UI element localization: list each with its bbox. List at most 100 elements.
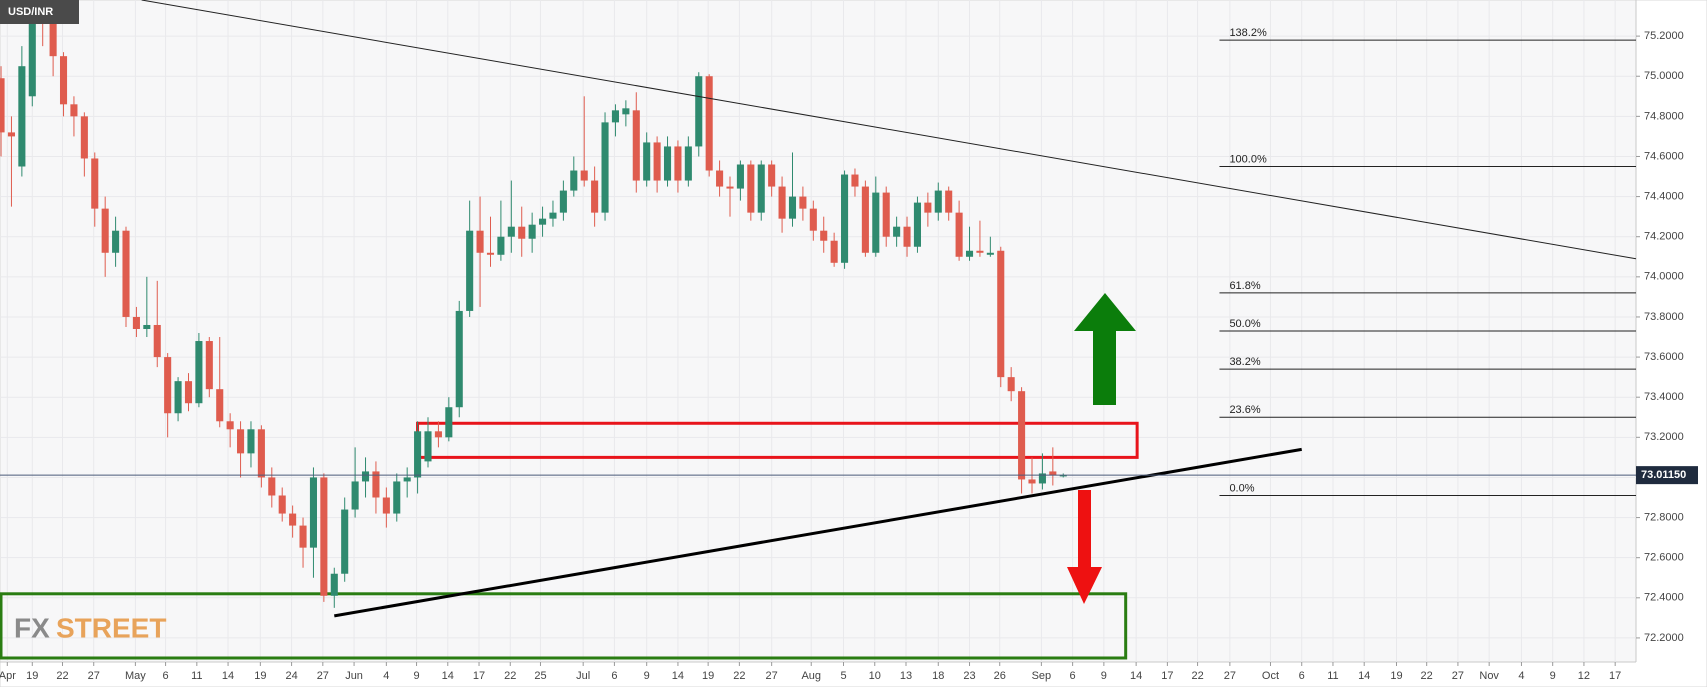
x-tick-label: 26 xyxy=(994,670,1006,682)
candle-body xyxy=(799,196,807,209)
candle-body xyxy=(49,22,57,57)
x-tick-label: 19 xyxy=(702,670,714,682)
candle-body xyxy=(903,226,911,247)
candle-body xyxy=(632,110,640,181)
candle-body xyxy=(580,170,588,181)
x-tick-label: 10 xyxy=(869,670,881,682)
x-tick-label: 11 xyxy=(1327,670,1338,682)
candle-body xyxy=(184,381,193,404)
candle-body xyxy=(216,389,224,422)
candle-body xyxy=(153,324,161,358)
candle-body xyxy=(716,170,724,187)
x-tick-label: 4 xyxy=(383,670,389,682)
candle-body xyxy=(309,477,317,548)
candle-body xyxy=(112,230,120,253)
candle-body xyxy=(934,190,942,213)
candle-body xyxy=(851,174,859,187)
x-tick-label: 18 xyxy=(932,670,944,682)
candle-body xyxy=(28,6,36,97)
candle-body xyxy=(726,186,734,189)
candles xyxy=(0,0,1067,608)
x-tick-label: 27 xyxy=(1452,670,1464,682)
candle-body xyxy=(663,146,672,181)
overlays: 138.2% 100.0% 61.8% 50.0% 38.2% 23.6% 0.0% xyxy=(0,0,1637,618)
candle-body xyxy=(820,230,828,241)
up-arrow xyxy=(1074,293,1136,405)
x-tick-label: 19 xyxy=(254,670,266,682)
x-tick-label: 13 xyxy=(900,670,912,682)
candle-body xyxy=(622,108,630,115)
candle-body xyxy=(965,250,974,257)
candle-body xyxy=(143,324,151,329)
x-tick-label: 6 xyxy=(611,670,617,682)
x-tick-label: 5 xyxy=(840,670,846,682)
candle-body xyxy=(205,341,213,390)
watermark-fx: FX xyxy=(14,612,50,643)
fib-label: 23.6% xyxy=(1229,404,1260,416)
candle-body xyxy=(497,236,505,255)
y-tick-label: 74.8000 xyxy=(1644,110,1684,122)
candle-body xyxy=(18,66,26,167)
x-tick-label: 12 xyxy=(1578,670,1590,682)
x-tick-label: 11 xyxy=(191,670,202,682)
fib-label: 100.0% xyxy=(1229,153,1267,165)
x-tick-label: 4 xyxy=(1518,670,1524,682)
x-tick-label: 14 xyxy=(672,670,684,682)
candle-body xyxy=(507,226,515,237)
candle-body xyxy=(570,170,578,191)
candle-body xyxy=(445,407,453,438)
candle-body xyxy=(351,481,359,510)
candle-body xyxy=(434,431,442,438)
trendline xyxy=(141,0,1637,260)
candle-body xyxy=(132,316,140,329)
candle-body xyxy=(601,122,609,213)
x-tick-label: 14 xyxy=(1130,670,1142,682)
x-tick-label: 19 xyxy=(1390,670,1402,682)
x-tick-label: 23 xyxy=(963,670,975,682)
candle-body xyxy=(174,381,182,414)
candle-body xyxy=(882,192,890,237)
fib-label: 0.0% xyxy=(1229,482,1254,494)
x-tick-label: 6 xyxy=(1070,670,1076,682)
y-tick-label: 75.0000 xyxy=(1644,70,1684,82)
candle-body xyxy=(788,196,797,219)
candle-body xyxy=(549,212,557,219)
y-tick-label: 72.8000 xyxy=(1644,511,1684,523)
x-tick-label: Jun xyxy=(345,670,363,682)
candle-body xyxy=(424,431,432,462)
candle-body xyxy=(778,186,786,219)
candle-body xyxy=(643,142,651,181)
candle-body xyxy=(341,509,349,574)
candle-body xyxy=(872,192,880,253)
x-tick-label: 27 xyxy=(766,670,778,682)
candle-body xyxy=(1038,473,1046,484)
zone xyxy=(0,592,1128,660)
candle-body xyxy=(330,573,338,596)
candle-body xyxy=(559,190,567,213)
candle-body xyxy=(1007,377,1015,392)
candle-body xyxy=(247,429,255,454)
candle-body xyxy=(986,252,994,255)
x-tick-label: 27 xyxy=(1224,670,1236,682)
candle-body xyxy=(101,208,109,253)
candle-body xyxy=(518,226,526,239)
x-tick-label: 17 xyxy=(1609,670,1621,682)
candle-body xyxy=(997,250,1005,378)
candle-body xyxy=(91,158,99,209)
candle-body xyxy=(0,78,5,133)
y-tick-label: 72.4000 xyxy=(1644,592,1684,604)
candle-body xyxy=(861,186,869,253)
candle-body xyxy=(1049,471,1057,476)
x-tick-label: 17 xyxy=(473,670,485,682)
candle-body xyxy=(611,110,619,123)
x-tick-label: 25 xyxy=(534,670,546,682)
candle-body xyxy=(299,525,307,548)
y-tick-label: 74.4000 xyxy=(1644,191,1684,203)
x-tick-label: Jul xyxy=(576,670,590,682)
watermark-street: STREET xyxy=(56,612,166,643)
candle-body xyxy=(257,429,265,478)
candle-body xyxy=(757,164,765,213)
candle-body xyxy=(122,230,130,317)
y-tick-label: 74.6000 xyxy=(1644,150,1684,162)
